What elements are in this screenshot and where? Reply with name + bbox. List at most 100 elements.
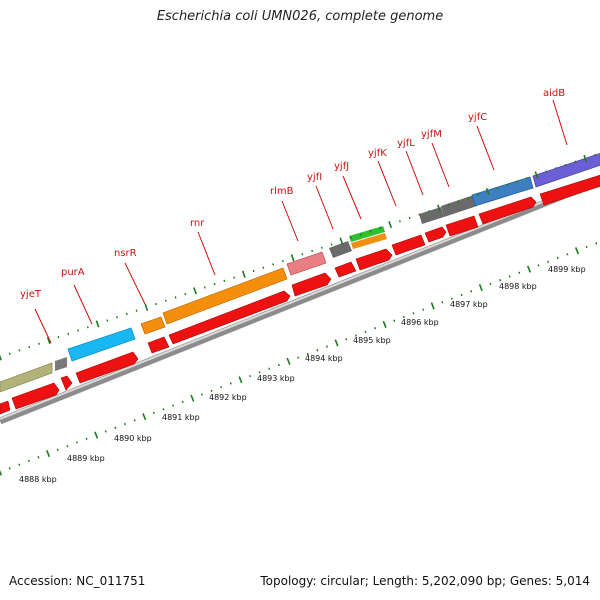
cds-arrow[interactable] bbox=[147, 336, 170, 354]
minor-tick bbox=[181, 400, 184, 404]
feature-yjfC[interactable] bbox=[471, 176, 534, 207]
minor-tick bbox=[408, 216, 411, 220]
kbp-label-4893: 4893 kbp bbox=[257, 374, 295, 383]
major-tick bbox=[485, 187, 490, 196]
feature-purA[interactable] bbox=[67, 327, 136, 362]
cds-arrow[interactable] bbox=[334, 261, 357, 278]
minor-tick bbox=[595, 242, 598, 245]
cds-arrow[interactable] bbox=[60, 375, 73, 391]
kbp-label-4899: 4899 kbp bbox=[548, 265, 586, 274]
cds-arrow[interactable] bbox=[424, 226, 447, 243]
minor-tick bbox=[447, 203, 450, 206]
feature-rlmB[interactable] bbox=[286, 251, 327, 276]
major-tick bbox=[0, 469, 3, 476]
gene-label-nsrR: nsrR bbox=[114, 248, 137, 259]
gene-label-purA: purA bbox=[61, 267, 85, 278]
gene-label-yjfJ: yjfJ bbox=[334, 161, 349, 172]
minor-tick bbox=[233, 276, 236, 279]
gene-label-yjfI: yjfI bbox=[307, 172, 322, 183]
feature-yjfK[interactable] bbox=[351, 233, 387, 249]
minor-tick bbox=[297, 356, 300, 359]
cds-arrow[interactable] bbox=[355, 248, 393, 271]
minor-tick bbox=[393, 319, 396, 322]
minor-tick bbox=[547, 260, 550, 263]
genome-summary-text: Topology: circular; Length: 5,202,090 bp… bbox=[260, 574, 590, 588]
kbp-label-4889: 4889 kbp bbox=[67, 454, 105, 463]
feature-small-grey-1[interactable] bbox=[55, 357, 67, 371]
major-tick bbox=[437, 204, 441, 212]
feature-yjfM[interactable] bbox=[441, 195, 477, 217]
minor-tick bbox=[418, 213, 421, 216]
minor-tick bbox=[8, 352, 11, 355]
minor-tick bbox=[249, 374, 252, 378]
cds-arrow[interactable] bbox=[11, 382, 60, 410]
minor-tick bbox=[67, 332, 70, 336]
gene-callout-lines bbox=[34, 99, 568, 344]
minor-tick bbox=[124, 422, 127, 426]
major-tick bbox=[388, 221, 393, 229]
minor-tick bbox=[85, 437, 88, 440]
major-tick bbox=[534, 171, 539, 179]
cds-arrow[interactable] bbox=[445, 215, 479, 237]
minor-tick bbox=[515, 180, 518, 183]
minor-tick bbox=[277, 363, 280, 367]
minor-tick bbox=[499, 278, 502, 282]
cds-arrow[interactable] bbox=[291, 272, 332, 297]
feature-yjeT[interactable] bbox=[0, 362, 53, 393]
minor-tick bbox=[496, 186, 499, 190]
minor-tick bbox=[8, 467, 11, 470]
minor-tick bbox=[203, 286, 206, 289]
minor-tick bbox=[213, 282, 216, 286]
gene-label-rnr: rnr bbox=[190, 218, 205, 229]
minor-tick bbox=[508, 275, 511, 278]
minor-tick bbox=[330, 243, 333, 246]
upper-tick-row bbox=[0, 153, 596, 361]
major-tick bbox=[334, 339, 339, 347]
minor-tick bbox=[252, 269, 255, 273]
minor-tick bbox=[37, 456, 40, 459]
feature-rnr[interactable] bbox=[162, 267, 288, 325]
major-tick bbox=[190, 394, 195, 402]
minor-tick bbox=[77, 329, 80, 332]
minor-tick bbox=[476, 193, 479, 197]
gene-label-yjeT: yjeT bbox=[20, 289, 42, 300]
major-tick bbox=[142, 413, 147, 421]
accession-text: Accession: NC_011751 bbox=[9, 574, 146, 588]
cds-arrow[interactable] bbox=[75, 351, 139, 384]
minor-tick bbox=[164, 299, 167, 302]
cds-arrow[interactable] bbox=[0, 400, 11, 415]
minor-tick bbox=[220, 385, 223, 389]
minor-tick bbox=[311, 249, 314, 253]
minor-tick bbox=[364, 330, 367, 334]
cds-arrow[interactable] bbox=[539, 172, 600, 206]
cds-arrow[interactable] bbox=[168, 290, 291, 345]
gene-label-yjfM: yjfM bbox=[421, 129, 442, 140]
gene-label-yjfC: yjfC bbox=[468, 112, 487, 123]
feature-yjfJ[interactable] bbox=[349, 226, 385, 242]
feature-nsrR[interactable] bbox=[140, 316, 166, 335]
kbp-label-4898: 4898 kbp bbox=[499, 282, 537, 291]
gene-labels: yjeT purA nsrR rnr rlmB yjfI yjfJ yjfK y… bbox=[20, 88, 565, 300]
minor-tick bbox=[106, 319, 109, 322]
minor-tick bbox=[184, 292, 187, 296]
minor-tick bbox=[162, 408, 165, 411]
major-tick bbox=[339, 237, 344, 245]
gene-label-yjfK: yjfK bbox=[368, 148, 387, 159]
minor-tick bbox=[152, 411, 155, 415]
minor-tick bbox=[301, 253, 304, 256]
feature-yjfI[interactable] bbox=[329, 241, 352, 258]
feature-aidB[interactable] bbox=[532, 150, 600, 188]
cds-arrow[interactable] bbox=[391, 234, 426, 256]
minor-tick bbox=[350, 236, 353, 240]
kbp-label-4888: 4888 kbp bbox=[19, 475, 57, 484]
minor-tick bbox=[57, 335, 60, 339]
kbp-label-4892: 4892 kbp bbox=[209, 393, 247, 402]
position-labels: 4888 kbp 4889 kbp 4890 kbp 4891 kbp 4892… bbox=[19, 265, 586, 484]
minor-tick bbox=[200, 393, 203, 396]
minor-tick bbox=[457, 200, 460, 203]
minor-tick bbox=[428, 210, 431, 213]
minor-tick bbox=[422, 308, 425, 311]
feature-yjfL[interactable] bbox=[419, 207, 444, 224]
cds-arrow[interactable] bbox=[478, 196, 537, 225]
major-tick bbox=[286, 357, 291, 365]
